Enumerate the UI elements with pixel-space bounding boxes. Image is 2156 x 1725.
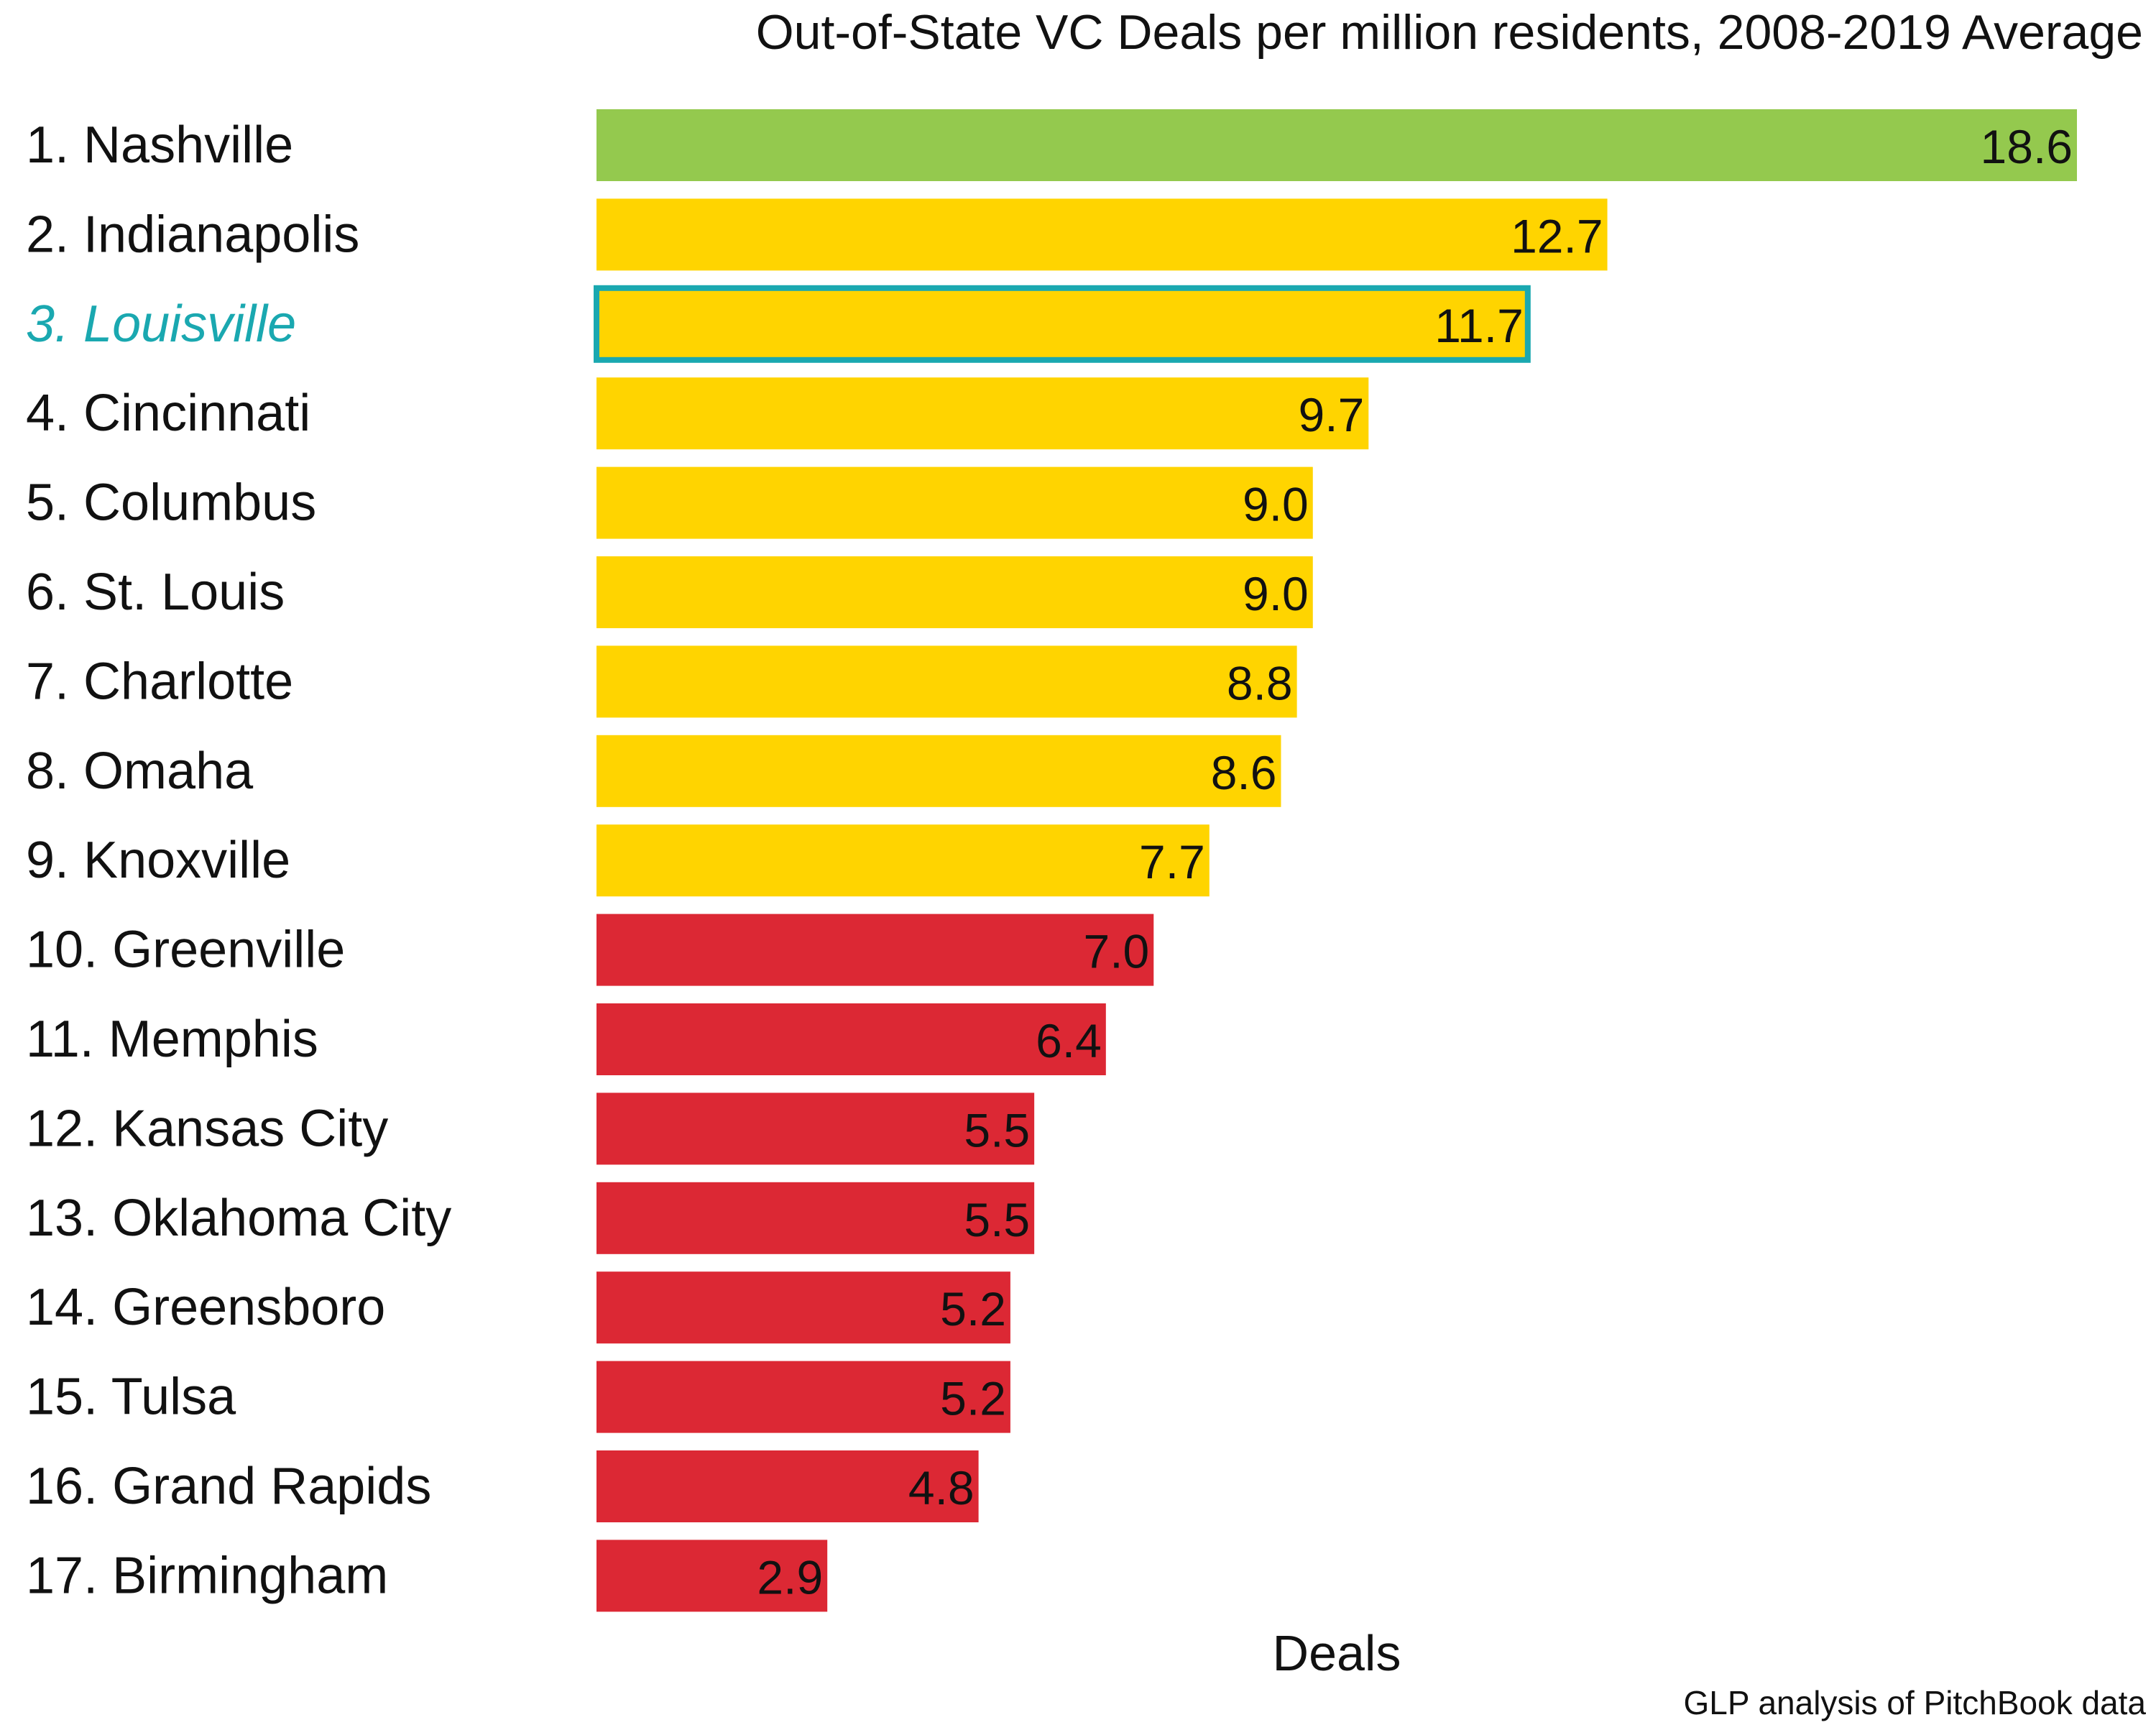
value-label-oklahoma-city: 5.5: [964, 1193, 1030, 1246]
category-label-greensboro: 14. Greensboro: [26, 1279, 385, 1336]
value-label-kansas-city: 5.5: [964, 1103, 1030, 1156]
bar-oklahoma-city: [596, 1182, 1035, 1254]
category-label-st-louis: 6. St. Louis: [26, 564, 285, 621]
value-label-nashville: 18.6: [1981, 120, 2073, 173]
value-label-charlotte: 8.8: [1227, 656, 1293, 709]
category-label-indianapolis: 2. Indianapolis: [26, 206, 359, 263]
category-label-birmingham: 17. Birmingham: [26, 1547, 388, 1604]
value-labels: 18.612.711.79.79.09.08.88.67.77.06.45.55…: [757, 120, 2073, 1604]
x-axis-label: Deals: [1272, 1625, 1401, 1681]
value-label-birmingham: 2.9: [757, 1550, 823, 1604]
category-label-greenville: 10. Greenville: [26, 921, 345, 979]
value-label-louisville: 11.7: [1434, 299, 1524, 352]
bar-columbus: [596, 466, 1313, 539]
value-label-columbus: 9.0: [1243, 478, 1309, 531]
value-label-memphis: 6.4: [1036, 1014, 1102, 1067]
value-label-tulsa: 5.2: [940, 1372, 1006, 1425]
bar-greenville: [596, 914, 1154, 986]
category-labels: 1. Nashville 2. Indianapolis 3. Louisville…: [26, 116, 451, 1604]
value-label-greensboro: 5.2: [940, 1282, 1006, 1335]
category-label-omaha: 8. Omaha: [26, 742, 254, 800]
category-label-oklahoma-city: 13. Oklahoma City: [26, 1190, 451, 1247]
value-label-cincinnati: 9.7: [1299, 388, 1365, 441]
category-label-grand-rapids: 16. Grand Rapids: [26, 1458, 431, 1515]
bar-louisville: [594, 285, 1531, 363]
category-label-cincinnati: 4. Cincinnati: [26, 385, 310, 442]
category-label-tulsa: 15. Tulsa: [26, 1368, 236, 1426]
bar-grand-rapids: [596, 1450, 979, 1522]
bar-tulsa: [596, 1361, 1010, 1433]
bar-nashville: [596, 109, 2077, 181]
bar-birmingham: [596, 1540, 828, 1612]
value-label-knoxville: 7.7: [1139, 835, 1205, 888]
bar-charlotte: [596, 645, 1297, 718]
chart-title: Out-of-State VC Deals per million reside…: [755, 5, 2143, 60]
bar-omaha: [596, 735, 1281, 807]
bar-st-louis: [596, 556, 1313, 628]
bar-kansas-city: [596, 1092, 1035, 1165]
category-label-columbus: 5. Columbus: [26, 474, 316, 532]
category-label-memphis: 11. Memphis: [26, 1011, 318, 1068]
category-label-louisville: 3. Louisville: [26, 295, 296, 353]
bar-memphis: [596, 1003, 1106, 1075]
value-label-greenville: 7.0: [1084, 925, 1150, 978]
source-note: GLP analysis of PitchBook data: [1683, 1684, 2146, 1721]
bar-knoxville: [596, 824, 1210, 897]
bar-greensboro: [596, 1271, 1010, 1344]
value-label-omaha: 8.6: [1211, 746, 1277, 799]
bar-indianapolis: [596, 198, 1608, 271]
category-label-kansas-city: 12. Kansas City: [26, 1100, 388, 1157]
value-label-grand-rapids: 4.8: [908, 1461, 975, 1514]
bar-cincinnati: [596, 377, 1369, 450]
category-label-knoxville: 9. Knoxville: [26, 832, 290, 889]
bars-layer: [594, 109, 2077, 1612]
value-label-indianapolis: 12.7: [1511, 209, 1603, 262]
category-label-charlotte: 7. Charlotte: [26, 653, 293, 710]
value-label-st-louis: 9.0: [1243, 567, 1309, 620]
category-label-nashville: 1. Nashville: [26, 116, 293, 174]
